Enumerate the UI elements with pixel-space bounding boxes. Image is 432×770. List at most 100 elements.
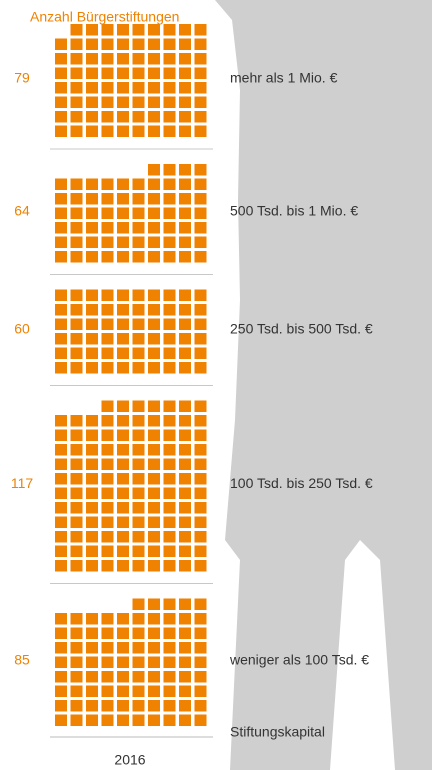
unit-square <box>70 671 83 683</box>
unit-square <box>86 178 98 190</box>
unit-square <box>55 714 67 726</box>
unit-square <box>163 714 176 726</box>
unit-square <box>194 685 207 697</box>
unit-square <box>55 125 67 137</box>
unit-square <box>101 24 114 36</box>
unit-square <box>179 24 191 36</box>
unit-square <box>163 560 176 572</box>
unit-square <box>101 685 114 697</box>
unit-square <box>70 53 83 65</box>
unit-square <box>70 613 83 625</box>
unit-square <box>55 67 67 79</box>
unit-square <box>101 700 114 712</box>
unit-square <box>163 502 176 514</box>
unit-square <box>194 473 207 485</box>
category-label: weniger als 100 Tsd. € <box>229 651 369 667</box>
unit-square <box>148 714 160 726</box>
unit-square <box>148 236 160 248</box>
unit-square <box>86 714 98 726</box>
unit-square <box>117 429 129 441</box>
unit-square <box>101 458 114 470</box>
unit-square <box>55 207 67 219</box>
unit-square <box>55 415 67 427</box>
unit-square <box>194 429 207 441</box>
unit-square <box>55 627 67 639</box>
unit-square <box>101 415 114 427</box>
unit-square <box>179 560 191 572</box>
unit-square <box>163 193 176 205</box>
unit-square <box>117 82 129 94</box>
unit-square <box>132 516 145 528</box>
unit-square <box>179 613 191 625</box>
unit-square <box>101 207 114 219</box>
unit-square <box>86 24 98 36</box>
unit-square <box>86 700 98 712</box>
unit-square <box>86 362 98 374</box>
unit-square <box>194 318 207 330</box>
unit-square <box>148 531 160 543</box>
unit-square <box>148 627 160 639</box>
unit-square <box>55 560 67 572</box>
unit-square <box>70 560 83 572</box>
unit-square <box>132 613 145 625</box>
unit-square <box>70 656 83 668</box>
unit-square <box>194 38 207 50</box>
unit-square <box>86 531 98 543</box>
unit-square <box>86 685 98 697</box>
unit-square <box>101 429 114 441</box>
unit-square <box>55 473 67 485</box>
unit-square <box>179 685 191 697</box>
unit-square <box>179 347 191 359</box>
unit-square <box>101 96 114 108</box>
unit-square <box>101 400 114 412</box>
unit-square <box>132 333 145 345</box>
unit-square <box>179 289 191 301</box>
unit-square <box>117 444 129 456</box>
unit-square <box>148 125 160 137</box>
unit-square <box>101 671 114 683</box>
unit-square <box>117 318 129 330</box>
unit-square <box>163 333 176 345</box>
unit-square <box>132 362 145 374</box>
unit-square <box>194 362 207 374</box>
unit-square <box>163 318 176 330</box>
unit-square <box>194 67 207 79</box>
unit-square <box>132 318 145 330</box>
unit-square <box>163 289 176 301</box>
unit-square <box>148 53 160 65</box>
unit-square <box>70 516 83 528</box>
unit-square <box>194 627 207 639</box>
unit-square <box>101 516 114 528</box>
unit-square <box>70 82 83 94</box>
unit-square <box>148 96 160 108</box>
unit-square <box>70 362 83 374</box>
unit-square <box>117 178 129 190</box>
unit-square <box>86 125 98 137</box>
unit-square <box>117 207 129 219</box>
unit-square <box>163 656 176 668</box>
unit-square <box>86 613 98 625</box>
unit-square <box>101 656 114 668</box>
unit-square <box>55 251 67 263</box>
unit-square <box>179 458 191 470</box>
unit-square <box>86 289 98 301</box>
unit-square <box>132 487 145 499</box>
unit-square <box>70 251 83 263</box>
value-label: 60 <box>14 321 30 337</box>
unit-square <box>163 400 176 412</box>
unit-square <box>70 415 83 427</box>
value-label: 85 <box>14 651 30 667</box>
unit-square <box>148 38 160 50</box>
unit-square <box>86 444 98 456</box>
unit-square <box>101 444 114 456</box>
unit-square <box>148 429 160 441</box>
category-axis-title: Stiftungskapital <box>230 724 325 740</box>
unit-square <box>117 415 129 427</box>
unit-square <box>55 487 67 499</box>
unit-square <box>86 207 98 219</box>
unit-square <box>148 178 160 190</box>
unit-square <box>86 333 98 345</box>
unit-square <box>70 222 83 234</box>
unit-square <box>55 347 67 359</box>
